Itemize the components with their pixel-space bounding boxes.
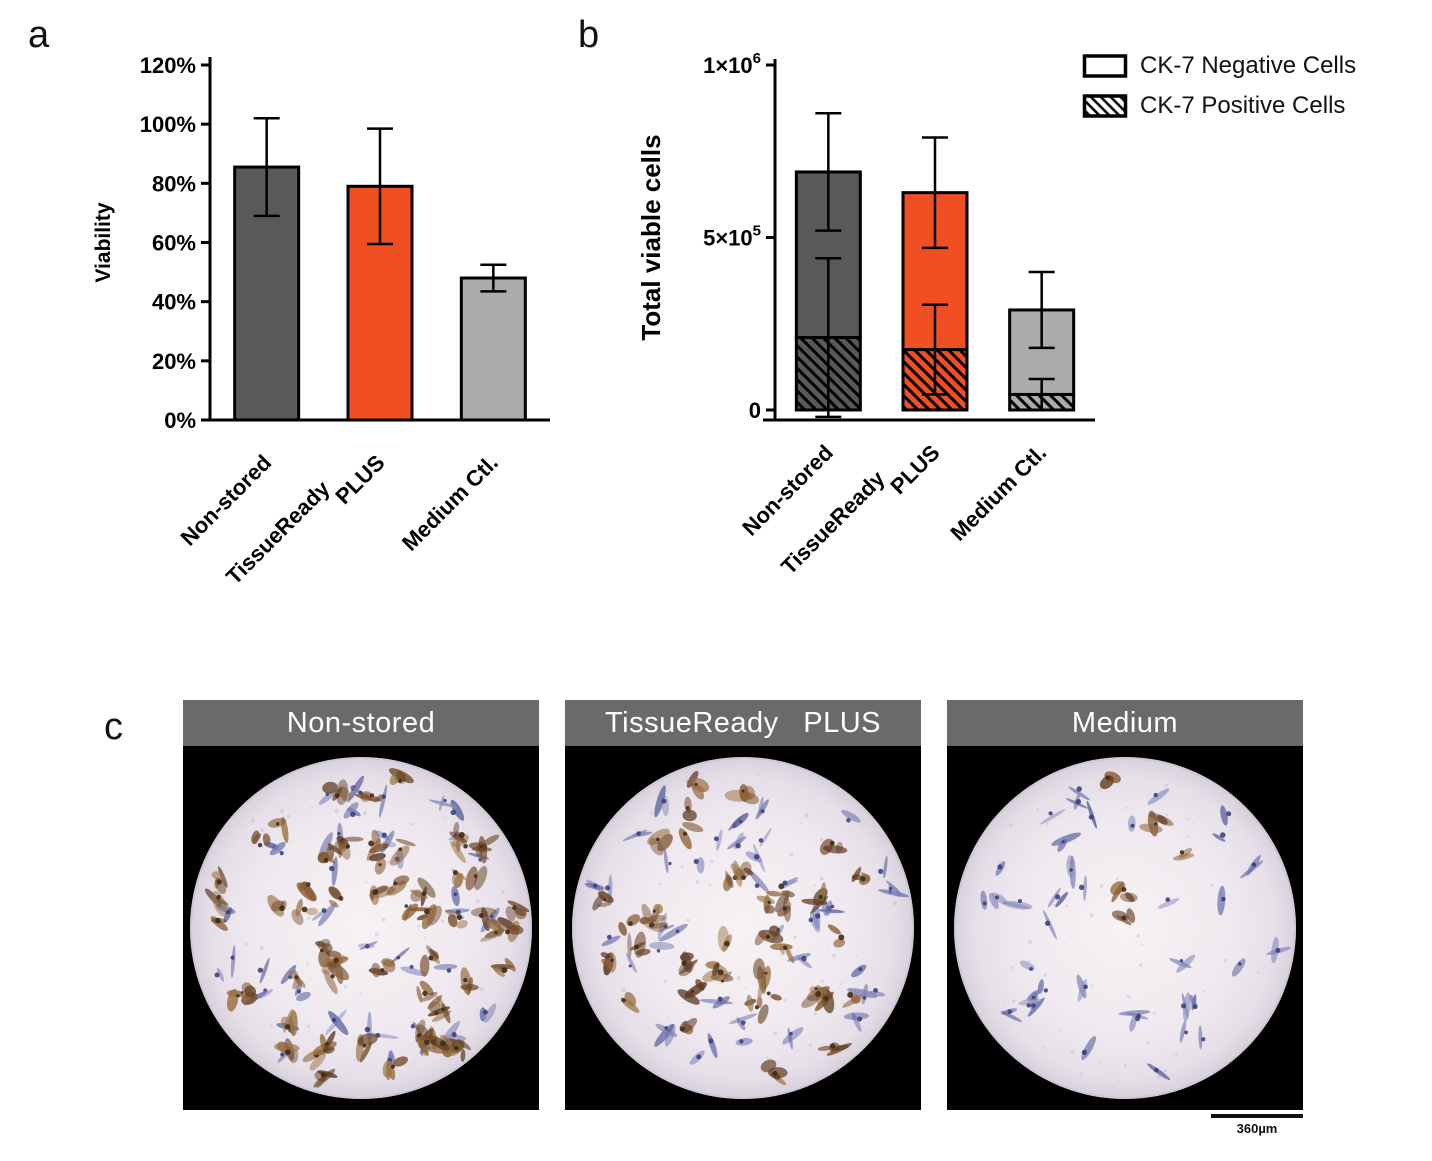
scale-bar: 360µm (1211, 1114, 1303, 1136)
micrograph-title: TissueReady PLUS (565, 700, 921, 746)
legend-item-ck7-positive: CK-7 Positive Cells (1082, 92, 1356, 120)
svg-text:120%: 120% (140, 53, 196, 78)
svg-text:PLUS: PLUS (885, 440, 944, 499)
micrograph-well-image (947, 746, 1303, 1110)
legend-label-ck7-positive: CK-7 Positive Cells (1140, 92, 1346, 119)
micrograph-card-tissueready-plus: TissueReady PLUS (565, 700, 921, 1110)
svg-text:0%: 0% (164, 408, 196, 433)
svg-text:40%: 40% (152, 290, 196, 315)
svg-text:100%: 100% (140, 112, 196, 137)
legend-item-ck7-negative: CK-7 Negative Cells (1082, 52, 1356, 80)
legend: CK-7 Negative Cells CK-7 Positive Cells (1082, 52, 1356, 120)
micrograph-well-image (183, 746, 539, 1110)
scale-bar-label: 360µm (1236, 1121, 1278, 1136)
micrograph-title: Medium (947, 700, 1303, 746)
legend-label-ck7-negative: CK-7 Negative Cells (1140, 52, 1357, 79)
svg-text:Medium Ctl.: Medium Ctl. (945, 440, 1051, 546)
svg-text:PLUS: PLUS (330, 450, 389, 509)
svg-text:5×105: 5×105 (703, 223, 761, 251)
svg-text:Viability: Viability (92, 202, 115, 282)
svg-text:Medium Ctl.: Medium Ctl. (397, 450, 503, 556)
open-bar-swatch-icon (1082, 54, 1128, 78)
scale-bar-line (1211, 1114, 1303, 1118)
viability-bar-chart: 0%20%40%60%80%100%120%ViabilityNon-store… (92, 53, 550, 589)
micrograph-card-medium: Medium (947, 700, 1303, 1110)
panel-c-label: c (104, 706, 123, 748)
svg-text:60%: 60% (152, 231, 196, 256)
svg-text:80%: 80% (152, 171, 196, 196)
micrograph-well-image (565, 746, 921, 1110)
micrograph-card-non-stored: Non-stored (183, 700, 539, 1110)
svg-text:Total viable cells: Total viable cells (636, 134, 666, 340)
micrograph-row: Non-stored TissueReady PLUS Medium (183, 700, 1303, 1110)
panel-a-label: a (28, 14, 50, 56)
hatched-bar-swatch-icon (1082, 94, 1128, 118)
panel-b-label: b (578, 14, 600, 56)
svg-text:1×106: 1×106 (703, 50, 761, 78)
micrograph-title: Non-stored (183, 700, 539, 746)
svg-text:0: 0 (749, 398, 761, 423)
svg-text:20%: 20% (152, 349, 196, 374)
